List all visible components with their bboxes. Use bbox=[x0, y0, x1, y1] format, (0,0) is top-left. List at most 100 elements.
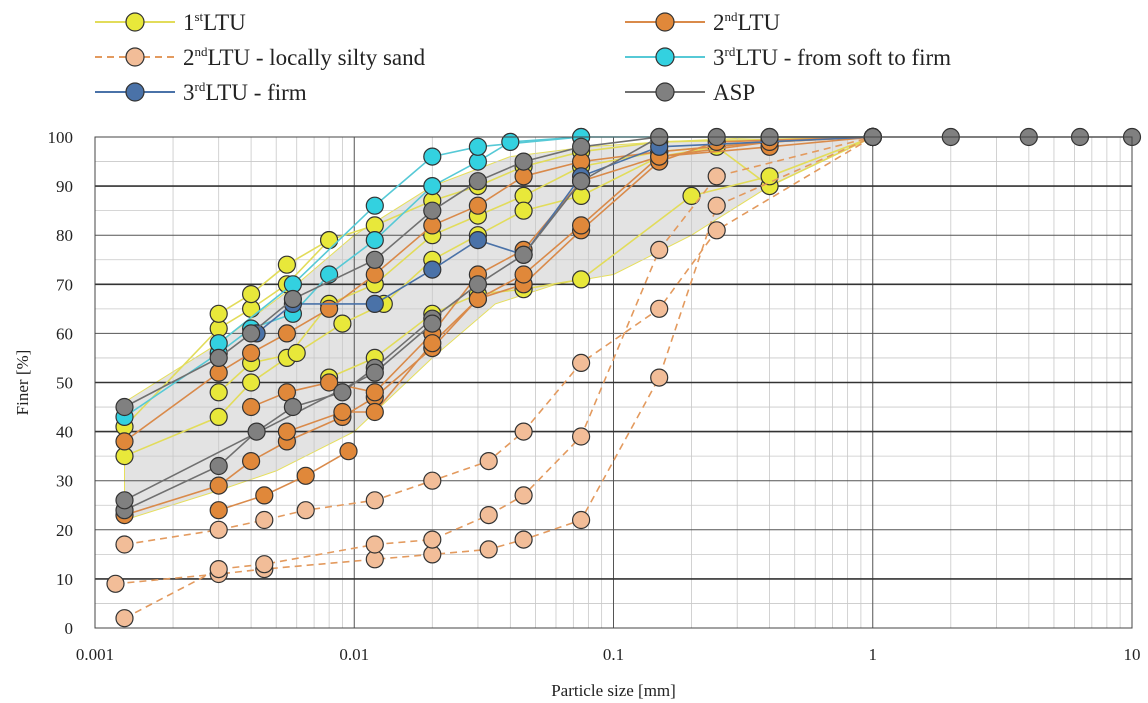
series-line bbox=[218, 450, 349, 511]
data-point bbox=[296, 466, 315, 485]
data-point bbox=[277, 422, 296, 441]
y-tick-label: 80 bbox=[56, 226, 73, 245]
data-point bbox=[333, 402, 352, 422]
data-point bbox=[365, 383, 384, 402]
legend-item: 3rdLTU - from soft to firm bbox=[625, 44, 951, 70]
data-point bbox=[571, 216, 591, 235]
data-point bbox=[209, 476, 228, 495]
data-point bbox=[650, 240, 669, 259]
data-point bbox=[571, 510, 591, 530]
data-point bbox=[468, 231, 487, 250]
data-point bbox=[115, 535, 134, 554]
x-tick-label: 1 bbox=[869, 645, 878, 664]
plot-frame bbox=[94, 136, 1133, 629]
y-tick-label: 90 bbox=[56, 177, 73, 196]
series-line bbox=[218, 136, 582, 344]
data-point bbox=[242, 397, 261, 417]
data-point bbox=[571, 137, 591, 156]
data-point bbox=[514, 265, 533, 284]
legend-label: 3rdLTU - from soft to firm bbox=[713, 44, 951, 70]
legend: 1stLTU 2ndLTU - locally silty sand 3rdLTU … bbox=[95, 9, 951, 105]
data-point bbox=[365, 402, 384, 422]
data-point bbox=[479, 452, 498, 471]
x-axis-title: Particle size [mm] bbox=[551, 681, 676, 700]
data-point bbox=[283, 289, 302, 309]
legend-label: 2ndLTU - locally silty sand bbox=[183, 44, 426, 70]
y-axis-title: Finer [%] bbox=[13, 350, 32, 416]
data-point bbox=[242, 452, 261, 471]
legend-label: 3rdLTU - firm bbox=[183, 79, 307, 105]
x-tick-label: 0.1 bbox=[603, 645, 624, 664]
data-point bbox=[209, 520, 228, 539]
data-point bbox=[423, 201, 442, 220]
data-point bbox=[115, 432, 134, 451]
data-point bbox=[209, 559, 228, 579]
data-point bbox=[255, 555, 274, 574]
data-point bbox=[571, 353, 591, 372]
data-point bbox=[242, 373, 261, 392]
data-point bbox=[242, 324, 261, 343]
data-point bbox=[255, 510, 274, 530]
data-point bbox=[283, 397, 302, 417]
legend-marker bbox=[655, 47, 675, 67]
y-tick-label: 10 bbox=[56, 570, 73, 589]
data-point bbox=[296, 501, 315, 520]
data-point bbox=[571, 427, 591, 446]
legend-item: 2ndLTU - locally silty sand bbox=[95, 44, 426, 70]
data-point bbox=[209, 456, 228, 476]
x-tick-label: 0.01 bbox=[339, 645, 369, 664]
x-tick-label: 10 bbox=[1124, 645, 1141, 664]
y-tick-label: 100 bbox=[48, 128, 74, 147]
data-point bbox=[365, 294, 384, 313]
y-tick-label: 50 bbox=[56, 374, 73, 393]
data-point bbox=[365, 231, 384, 250]
data-point bbox=[650, 368, 669, 387]
legend-label: 2ndLTU bbox=[713, 9, 780, 35]
legend-item: 2ndLTU bbox=[625, 9, 780, 35]
data-point bbox=[333, 314, 352, 333]
x-tick-label: 0.001 bbox=[76, 645, 114, 664]
legend-marker bbox=[655, 12, 675, 32]
legend-item: ASP bbox=[625, 80, 755, 105]
data-point bbox=[468, 137, 487, 156]
legend-marker bbox=[655, 82, 675, 102]
y-tick-label: 70 bbox=[56, 275, 73, 294]
data-point bbox=[571, 172, 591, 191]
data-point bbox=[106, 574, 125, 593]
data-point bbox=[423, 177, 442, 196]
data-point bbox=[514, 486, 533, 505]
data-point bbox=[242, 285, 261, 304]
data-point bbox=[571, 270, 591, 289]
series-line bbox=[124, 136, 873, 619]
legend-item: 1stLTU bbox=[95, 9, 246, 35]
data-point bbox=[365, 196, 384, 215]
data-point bbox=[423, 471, 442, 490]
data-point bbox=[650, 299, 669, 318]
data-point bbox=[209, 348, 228, 367]
y-tick-label: 0 bbox=[65, 619, 74, 638]
data-point bbox=[514, 201, 533, 220]
data-point bbox=[501, 132, 520, 151]
data-point bbox=[514, 530, 533, 549]
data-point bbox=[423, 260, 442, 279]
data-point bbox=[468, 196, 487, 215]
legend-marker bbox=[125, 47, 145, 67]
data-point bbox=[209, 383, 228, 402]
legend-item: 3rdLTU - firm bbox=[95, 79, 307, 105]
data-point bbox=[209, 304, 228, 323]
data-point bbox=[287, 343, 306, 363]
y-tick-label: 30 bbox=[56, 472, 73, 491]
data-point bbox=[320, 373, 339, 392]
data-point bbox=[365, 491, 384, 510]
data-point bbox=[468, 275, 487, 294]
data-point bbox=[209, 407, 228, 426]
data-point bbox=[333, 383, 352, 402]
series-layer bbox=[106, 127, 1142, 628]
data-point bbox=[707, 221, 726, 240]
data-point bbox=[277, 324, 296, 343]
data-point bbox=[479, 505, 498, 525]
legend-marker bbox=[125, 12, 145, 32]
legend-label: ASP bbox=[713, 80, 755, 105]
